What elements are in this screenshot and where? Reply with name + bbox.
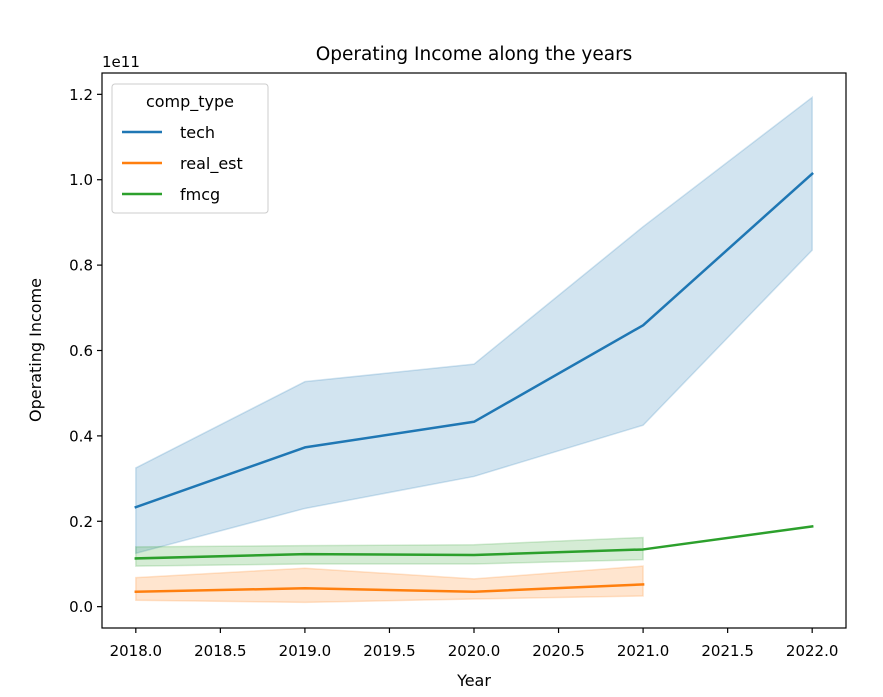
x-tick-label: 2018.5 — [194, 642, 247, 660]
y-axis-offset-label: 1e11 — [102, 53, 140, 71]
confidence-band-tech — [135, 95, 813, 555]
series-line-real_est — [134, 583, 645, 593]
legend-title: comp_type — [146, 92, 234, 112]
legend-label-tech: tech — [180, 123, 215, 142]
x-tick-label: 2019.0 — [279, 642, 332, 660]
y-tick-label: 0.0 — [69, 598, 93, 616]
y-tick-label: 0.6 — [69, 342, 93, 360]
x-tick-label: 2019.5 — [363, 642, 416, 660]
y-tick-label: 0.8 — [69, 257, 93, 275]
x-tick-label: 2018.0 — [110, 642, 163, 660]
x-tick-label: 2020.5 — [532, 642, 585, 660]
legend-label-fmcg: fmcg — [180, 185, 220, 204]
legend-box — [111, 83, 269, 214]
plot-area: 2018.0 2018.5 2019.0 2019.5 2020.0 2020.5 2021… — [69, 72, 847, 660]
confidence-band-real_est — [135, 565, 644, 604]
y-tick-label: 1.2 — [69, 86, 93, 104]
y-tick-label: 0.2 — [69, 513, 93, 531]
series-line-fmcg — [134, 524, 814, 560]
confidence-band-fmcg — [135, 536, 644, 567]
x-tick-label: 2022.0 — [786, 642, 839, 660]
series-line-tech — [134, 171, 814, 509]
chart-title: Operating Income along the years — [316, 44, 633, 65]
x-tick-label: 2020.0 — [448, 642, 501, 660]
x-tick-label: 2021.0 — [617, 642, 670, 660]
x-axis-label: Year — [456, 671, 491, 690]
y-tick-label: 0.4 — [69, 427, 93, 445]
x-tick-label: 2021.5 — [701, 642, 754, 660]
legend-label-real_est: real_est — [180, 154, 243, 174]
y-tick-label: 1.0 — [69, 171, 93, 189]
y-axis-label: Operating Income — [26, 278, 45, 422]
